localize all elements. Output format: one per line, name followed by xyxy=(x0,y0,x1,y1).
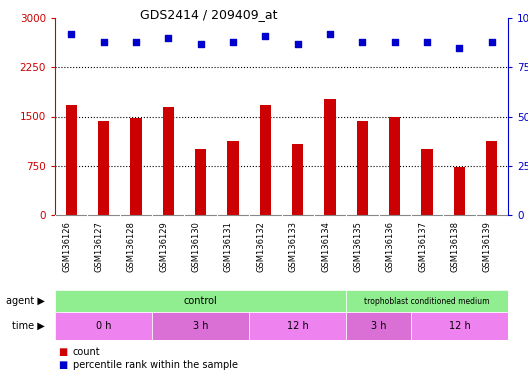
Text: percentile rank within the sample: percentile rank within the sample xyxy=(73,360,238,370)
Text: GSM136139: GSM136139 xyxy=(483,221,492,272)
Bar xyxy=(195,149,206,215)
Bar xyxy=(65,105,77,215)
Bar xyxy=(346,312,411,340)
Text: count: count xyxy=(73,347,100,357)
Point xyxy=(423,38,431,45)
Text: GSM136131: GSM136131 xyxy=(224,221,233,272)
Text: GSM136133: GSM136133 xyxy=(289,221,298,272)
Text: ■: ■ xyxy=(58,347,67,357)
Text: GSM136137: GSM136137 xyxy=(418,221,427,272)
Text: ■: ■ xyxy=(58,360,67,370)
Point xyxy=(487,38,496,45)
Text: 3 h: 3 h xyxy=(371,321,386,331)
Point xyxy=(261,33,270,39)
Text: time ▶: time ▶ xyxy=(12,321,44,331)
Text: GSM136136: GSM136136 xyxy=(386,221,395,272)
Point xyxy=(67,31,76,37)
Text: GSM136126: GSM136126 xyxy=(62,221,71,272)
Text: GSM136135: GSM136135 xyxy=(353,221,362,272)
Bar xyxy=(411,312,508,340)
Bar xyxy=(227,141,239,215)
Text: GSM136132: GSM136132 xyxy=(256,221,266,272)
Bar xyxy=(292,144,304,215)
Text: GSM136129: GSM136129 xyxy=(159,221,168,272)
Point xyxy=(326,31,334,37)
Bar xyxy=(55,312,152,340)
Text: GDS2414 / 209409_at: GDS2414 / 209409_at xyxy=(140,8,278,21)
Bar xyxy=(249,312,346,340)
Point xyxy=(229,38,237,45)
Text: GSM136134: GSM136134 xyxy=(321,221,330,272)
Point xyxy=(164,35,173,41)
Text: 3 h: 3 h xyxy=(193,321,209,331)
Point xyxy=(99,38,108,45)
Bar xyxy=(163,107,174,215)
Bar xyxy=(324,99,336,215)
Text: agent ▶: agent ▶ xyxy=(6,296,44,306)
Bar xyxy=(357,121,368,215)
Point xyxy=(455,45,464,51)
Bar xyxy=(389,117,400,215)
Point xyxy=(196,41,205,47)
Text: control: control xyxy=(184,296,218,306)
Point xyxy=(358,38,366,45)
Text: 0 h: 0 h xyxy=(96,321,111,331)
Text: GSM136127: GSM136127 xyxy=(95,221,103,272)
Text: 12 h: 12 h xyxy=(449,321,470,331)
Bar xyxy=(152,312,249,340)
Text: GSM136138: GSM136138 xyxy=(450,221,459,272)
Text: trophoblast conditioned medium: trophoblast conditioned medium xyxy=(364,296,490,306)
Bar xyxy=(260,105,271,215)
Point xyxy=(294,41,302,47)
Bar xyxy=(130,118,142,215)
Bar xyxy=(346,290,508,312)
Bar xyxy=(486,141,497,215)
Text: GSM136130: GSM136130 xyxy=(192,221,201,272)
Text: GSM136128: GSM136128 xyxy=(127,221,136,272)
Bar xyxy=(98,121,109,215)
Bar xyxy=(454,167,465,215)
Text: 12 h: 12 h xyxy=(287,321,308,331)
Point xyxy=(391,38,399,45)
Point xyxy=(131,38,140,45)
Bar xyxy=(55,290,346,312)
Bar xyxy=(421,149,433,215)
